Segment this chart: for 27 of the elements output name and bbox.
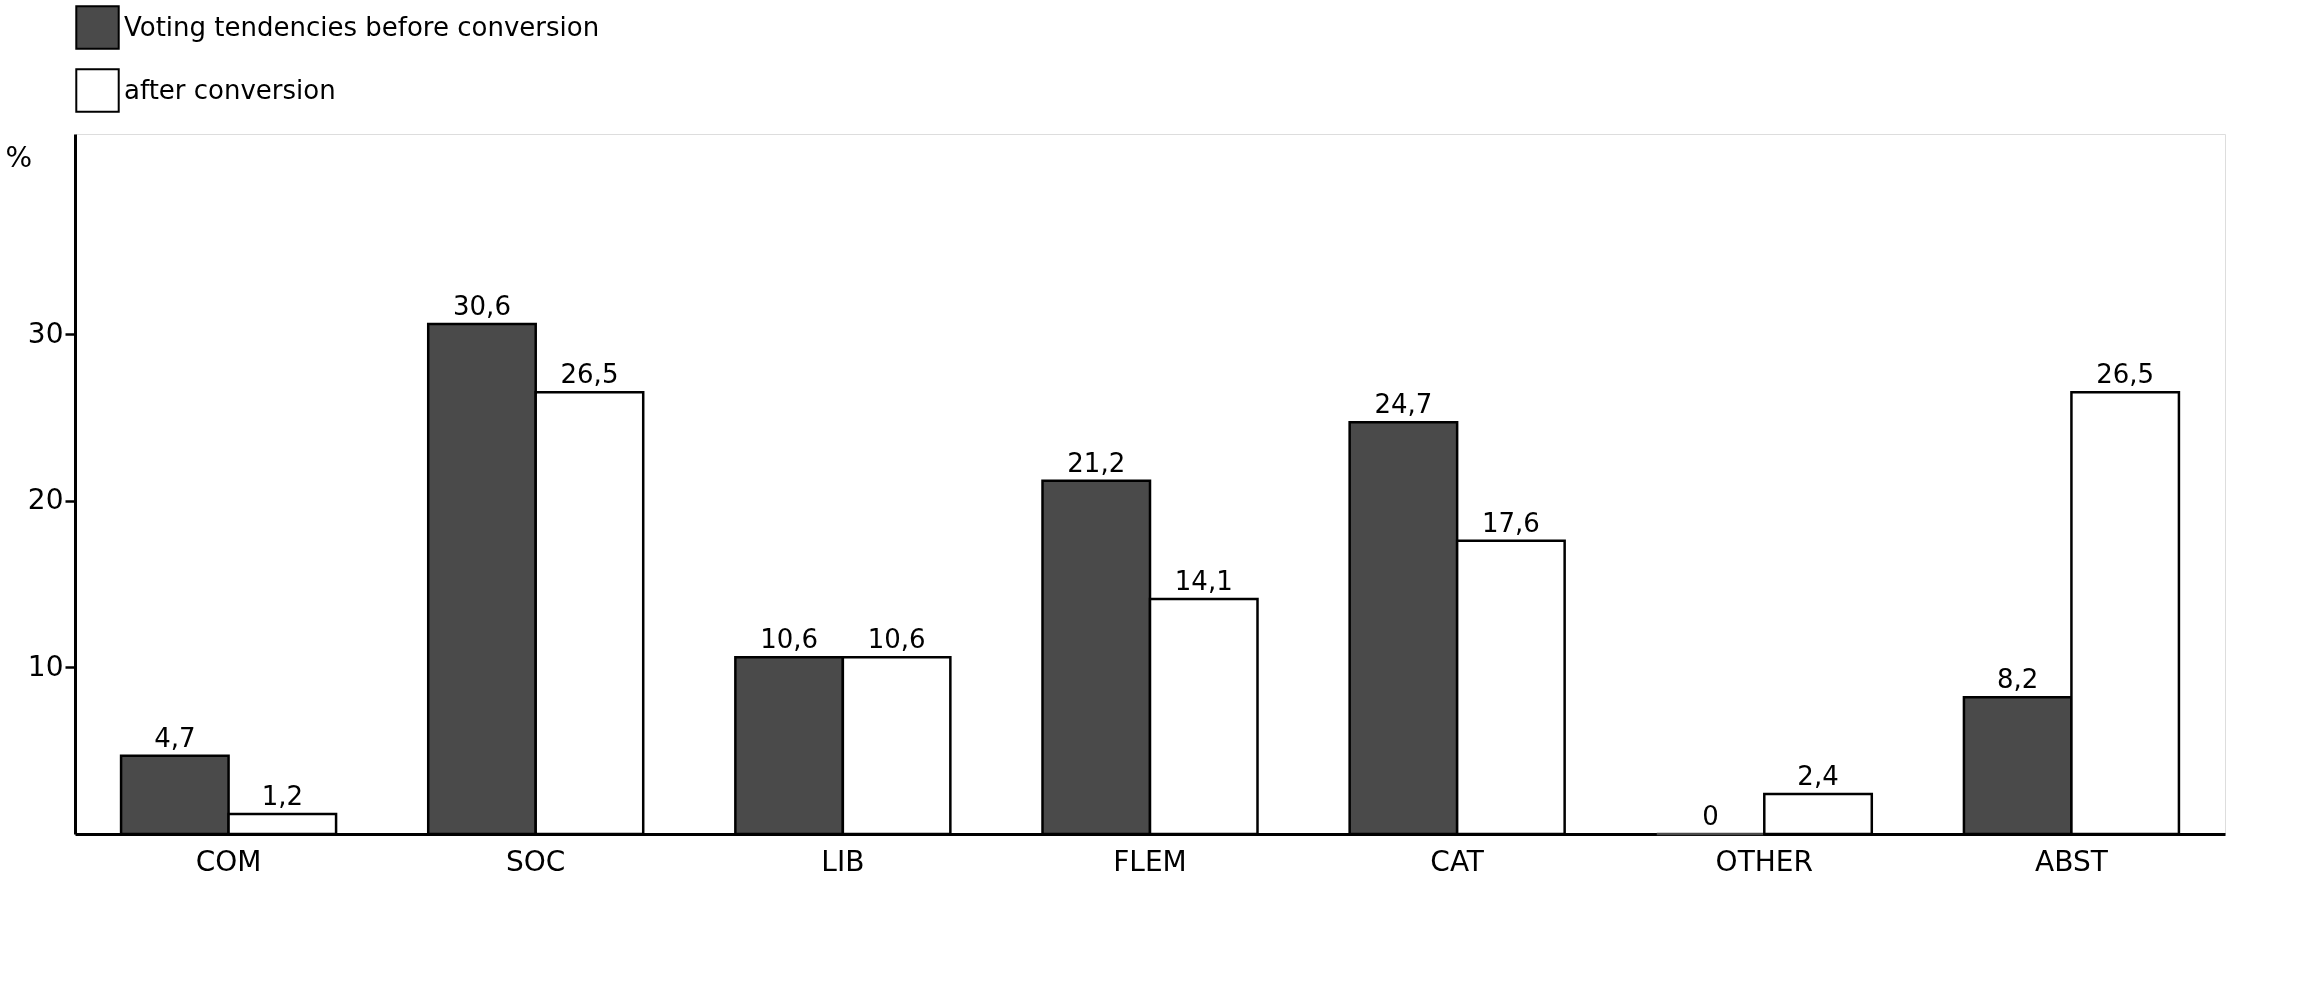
x-tick-label: FLEM — [1113, 844, 1187, 878]
data-label: 14,1 — [1174, 566, 1233, 596]
y-axis-title: % — [5, 140, 33, 174]
data-label: 1,2 — [261, 781, 303, 811]
data-label: 4,7 — [154, 722, 196, 753]
x-tick-label: LIB — [821, 844, 865, 878]
y-tick-label: 10 — [27, 649, 64, 683]
x-tick-label: COM — [195, 844, 262, 878]
data-label: 2,4 — [1797, 761, 1839, 791]
legend-label: Voting tendencies before conversion — [124, 11, 600, 42]
data-label: 26,5 — [2096, 359, 2155, 390]
data-label: 26,5 — [560, 359, 619, 390]
x-tick-label: CAT — [1430, 844, 1485, 878]
x-tick-label: OTHER — [1715, 844, 1813, 878]
data-label: 0 — [1702, 801, 1719, 831]
data-label: 21,2 — [1067, 447, 1126, 478]
legend-label: after conversion — [124, 74, 336, 105]
x-tick-label: SOC — [506, 844, 566, 878]
data-label: 10,6 — [867, 624, 926, 655]
y-tick-label: 20 — [27, 483, 64, 517]
x-tick-label: ABST — [2035, 844, 2109, 878]
data-label: 24,7 — [1374, 389, 1433, 420]
data-label: 30,6 — [453, 291, 511, 321]
data-label: 17,6 — [1481, 507, 1540, 538]
y-tick-label: 30 — [27, 316, 64, 350]
data-label: 8,2 — [1997, 664, 2039, 695]
data-label: 10,6 — [760, 624, 819, 655]
